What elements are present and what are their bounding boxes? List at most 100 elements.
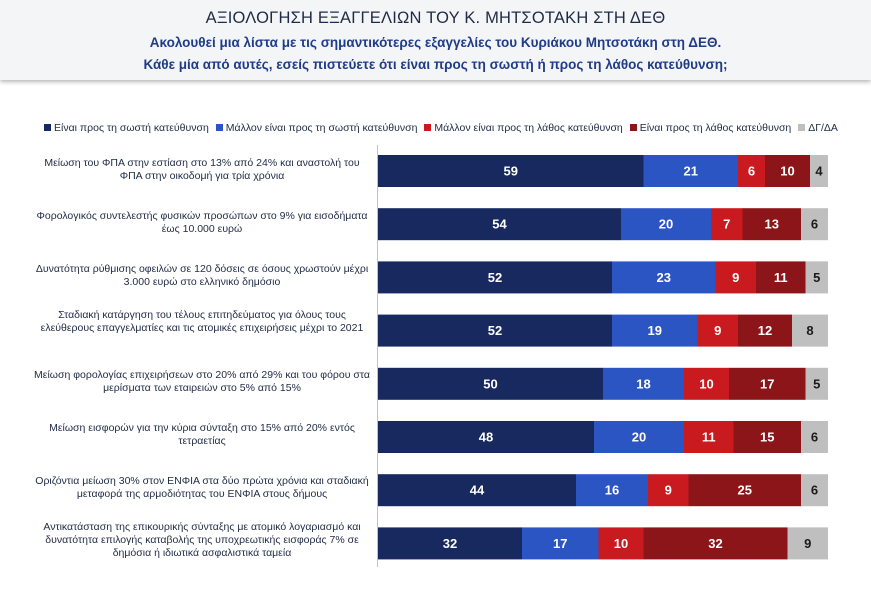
bar-segment (378, 261, 612, 294)
legend-label: Είναι προς τη σωστή κατεύθυνση (54, 122, 209, 134)
bar-segment (648, 474, 689, 507)
legend-label: Είναι προς τη λάθος κατεύθυνση (639, 122, 792, 134)
bar-segment (684, 367, 729, 400)
bar-value-label: 10 (699, 376, 713, 391)
bar-segment (603, 367, 684, 400)
bar-segment (684, 421, 734, 453)
category-label: Μείωση του ΦΠΑ στην εστίαση στο 13% από … (44, 157, 360, 182)
legend-swatch (215, 124, 223, 131)
bar-value-label: 59 (504, 164, 518, 179)
bar-value-label: 25 (738, 483, 752, 498)
bar-segment (688, 474, 801, 507)
bar-segment (765, 155, 810, 187)
category-label: Σταδιακή κατάργηση του τέλους επιτηδεύμα… (40, 309, 364, 334)
bar-value-label: 4 (815, 164, 823, 179)
bar-segment (576, 474, 648, 507)
bar-segment (733, 421, 801, 453)
bar-value-label: 11 (702, 430, 716, 445)
bar-value-label: 18 (636, 376, 650, 391)
bar-value-label: 15 (760, 430, 774, 445)
chart-title: ΑΞΙΟΛΟΓΗΣΗ ΕΞΑΓΓΕΛΙΩΝ ΤΟΥ Κ. ΜΗΤΣΟΤΑΚΗ Σ… (205, 9, 666, 27)
bar-segment (612, 261, 716, 294)
bar-segment (738, 314, 792, 347)
bar-segment (756, 261, 806, 294)
bar-segment (801, 474, 828, 507)
bar-segment (522, 527, 599, 560)
bar-value-label: 6 (811, 217, 818, 232)
legend-item-dont-know: ΔΓ/ΔΑ (798, 122, 838, 134)
bar-value-label: 10 (780, 164, 794, 179)
chart-subtitle-line-1: Ακολουθεί μια λίστα με τις σημαντικότερε… (149, 35, 722, 50)
bar-value-label: 9 (714, 323, 721, 338)
bar-value-label: 16 (605, 483, 619, 498)
bar-segment (738, 155, 765, 187)
bar-value-label: 48 (479, 430, 493, 445)
legend-label: ΔΓ/ΔΑ (808, 122, 838, 134)
category-label: Μείωση φορολογίας επιχειρήσεων στο 20% α… (34, 369, 370, 394)
bar-value-label: 6 (748, 164, 755, 179)
bar-value-label: 9 (732, 270, 739, 285)
legend-swatch (44, 124, 51, 131)
legend-swatch (629, 124, 637, 131)
bar-value-label: 23 (657, 270, 671, 285)
bar-segment (810, 155, 828, 187)
legend-label: Μάλλον είναι προς τη σωστή κατεύθυνση (225, 122, 418, 134)
bar-segment (594, 421, 684, 453)
bar-segment (643, 155, 738, 187)
bar-value-label: 54 (492, 217, 507, 232)
bar-value-label: 12 (758, 323, 772, 338)
bar-value-label: 11 (774, 270, 788, 285)
bar-value-label: 5 (813, 270, 820, 285)
bar-value-label: 21 (684, 164, 698, 179)
bar-segment (787, 527, 828, 560)
bar-segment (378, 474, 576, 507)
bar-value-label: 17 (553, 536, 567, 551)
bar-segment (378, 367, 603, 400)
bar-value-label: 20 (632, 430, 646, 445)
legend-item-rather-wrong: Μάλλον είναι προς τη λάθος κατεύθυνση (424, 122, 623, 134)
chart-subtitle-line-2: Κάθε μία από αυτές, εσείς πιστεύετε ότι … (143, 57, 728, 72)
bar-segment (378, 421, 594, 453)
category-label: Δυνατότητα ρύθμισης οφειλών σε 120 δόσει… (35, 263, 369, 288)
bar-segment (598, 527, 644, 560)
chart-legend: Είναι προς τη σωστή κατεύθυνση Μάλλον εί… (44, 122, 842, 134)
bar-segment (378, 527, 522, 560)
bar-value-label: 9 (665, 483, 672, 498)
bar-value-label: 7 (723, 217, 730, 232)
bar-value-label: 10 (614, 536, 628, 551)
category-label: Οριζόντια μείωση 30% στον ΕΝΦΙΑ στα δύο … (35, 475, 369, 500)
bar-value-label: 6 (811, 483, 818, 498)
bar-segment (621, 208, 711, 241)
bar-value-label: 13 (765, 217, 779, 232)
bar-segment (805, 261, 828, 294)
chart-header: ΑΞΙΟΛΟΓΗΣΗ ΕΞΑΓΓΕΛΙΩΝ ΤΟΥ Κ. ΜΗΤΣΟΤΑΚΗ Σ… (0, 0, 871, 80)
category-label: Αντικατάσταση της επικουρικής σύνταξης μ… (43, 521, 361, 559)
bar-segment (805, 367, 828, 400)
bar-value-label: 32 (443, 536, 457, 551)
category-label: Μείωση εισφορών για την κύρια σύνταξη στ… (49, 422, 355, 447)
bar-value-label: 19 (648, 323, 662, 338)
bar-value-label: 8 (806, 323, 813, 338)
bar-value-label: 20 (659, 217, 673, 232)
bar-segment (711, 208, 743, 241)
bar-value-label: 50 (483, 376, 497, 391)
legend-item-wrong: Είναι προς τη λάθος κατεύθυνση (629, 122, 792, 134)
category-label: Φορολογικός συντελεστής φυσικών προσώπων… (36, 210, 368, 235)
bar-value-label: 5 (813, 376, 820, 391)
bar-segment (697, 314, 738, 347)
bar-value-label: 17 (760, 376, 774, 391)
bar-segment (643, 527, 788, 560)
bar-segment (801, 208, 828, 241)
legend-label: Μάλλον είναι προς τη λάθος κατεύθυνση (434, 122, 623, 134)
bar-segment (378, 208, 621, 241)
bar-segment (378, 314, 612, 347)
legend-swatch (798, 124, 806, 131)
legend-item-rather-right: Μάλλον είναι προς τη σωστή κατεύθυνση (215, 122, 418, 134)
legend-item-right: Είναι προς τη σωστή κατεύθυνση (44, 122, 209, 134)
bar-segment (715, 261, 756, 294)
bar-segment (742, 208, 801, 241)
bar-value-label: 9 (804, 536, 811, 551)
bar-value-label: 52 (488, 270, 502, 285)
bar-segment (801, 421, 828, 453)
